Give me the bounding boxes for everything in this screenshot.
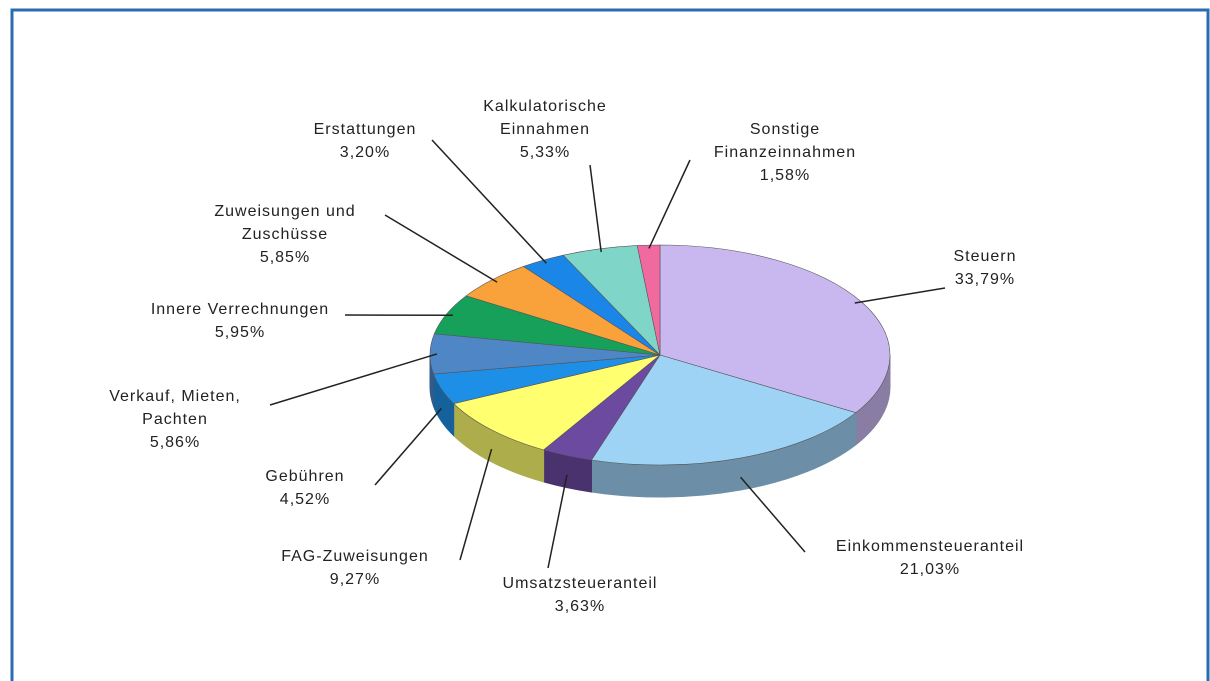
value-label: 21,03% — [899, 561, 961, 578]
leader-line — [589, 164, 602, 253]
slice-label: Umsatzsteueranteil 3,63% — [503, 572, 658, 618]
value-label: 3,20% — [339, 144, 391, 161]
slice-label: FAG-Zuweisungen 9,27% — [281, 545, 429, 591]
category-label: Steuern — [953, 248, 1017, 265]
category-label: Kalkulatorische Einnahmen — [483, 98, 607, 138]
slice — [636, 244, 661, 356]
value-label: 9,27% — [329, 571, 381, 588]
slice — [453, 354, 661, 451]
slice-label: Kalkulatorische Einnahmen 5,33% — [483, 95, 607, 164]
value-label: 5,85% — [259, 249, 311, 266]
category-label: Sonstige Finanzeinnahmen — [713, 121, 857, 161]
category-label: Innere Verrechnungen — [150, 301, 330, 318]
leader-line — [384, 214, 498, 283]
category-label: Erstattungen — [313, 121, 417, 138]
value-label: 33,79% — [954, 271, 1016, 288]
category-label: Zuweisungen und Zuschüsse — [214, 203, 356, 243]
leader-line — [648, 159, 691, 249]
slice-label: Steuern 33,79% — [953, 245, 1016, 291]
value-label: 5,95% — [214, 324, 266, 341]
leader-line — [374, 407, 442, 486]
slice-label: Verkauf, Mieten, Pachten 5,86% — [109, 385, 241, 454]
slice-label: Gebühren 4,52% — [265, 465, 344, 511]
value-label: 5,33% — [519, 144, 571, 161]
slice-label: Zuweisungen und Zuschüsse 5,85% — [214, 200, 355, 269]
leader-line — [854, 287, 946, 304]
leader-line — [269, 353, 438, 406]
category-label: FAG-Zuweisungen — [281, 548, 429, 565]
category-label: Verkauf, Mieten, Pachten — [109, 388, 241, 428]
category-label: Gebühren — [265, 468, 345, 485]
slice-label: Einkommensteueranteil 21,03% — [836, 535, 1024, 581]
slice-label: Innere Verrechnungen 5,95% — [151, 298, 329, 344]
category-label: Umsatzsteueranteil — [502, 575, 658, 592]
value-label: 5,86% — [149, 434, 201, 451]
leader-line — [431, 139, 547, 264]
slice-label: Sonstige Finanzeinnahmen 1,58% — [714, 118, 856, 187]
slice-label: Erstattungen 3,20% — [314, 118, 417, 164]
leader-line — [459, 448, 493, 561]
value-label: 1,58% — [759, 167, 811, 184]
leader-line — [547, 474, 568, 569]
value-label: 3,63% — [554, 598, 606, 615]
leader-line — [740, 476, 806, 553]
value-label: 4,52% — [279, 491, 331, 508]
category-label: Einkommensteueranteil — [835, 538, 1025, 555]
slice — [590, 354, 857, 466]
